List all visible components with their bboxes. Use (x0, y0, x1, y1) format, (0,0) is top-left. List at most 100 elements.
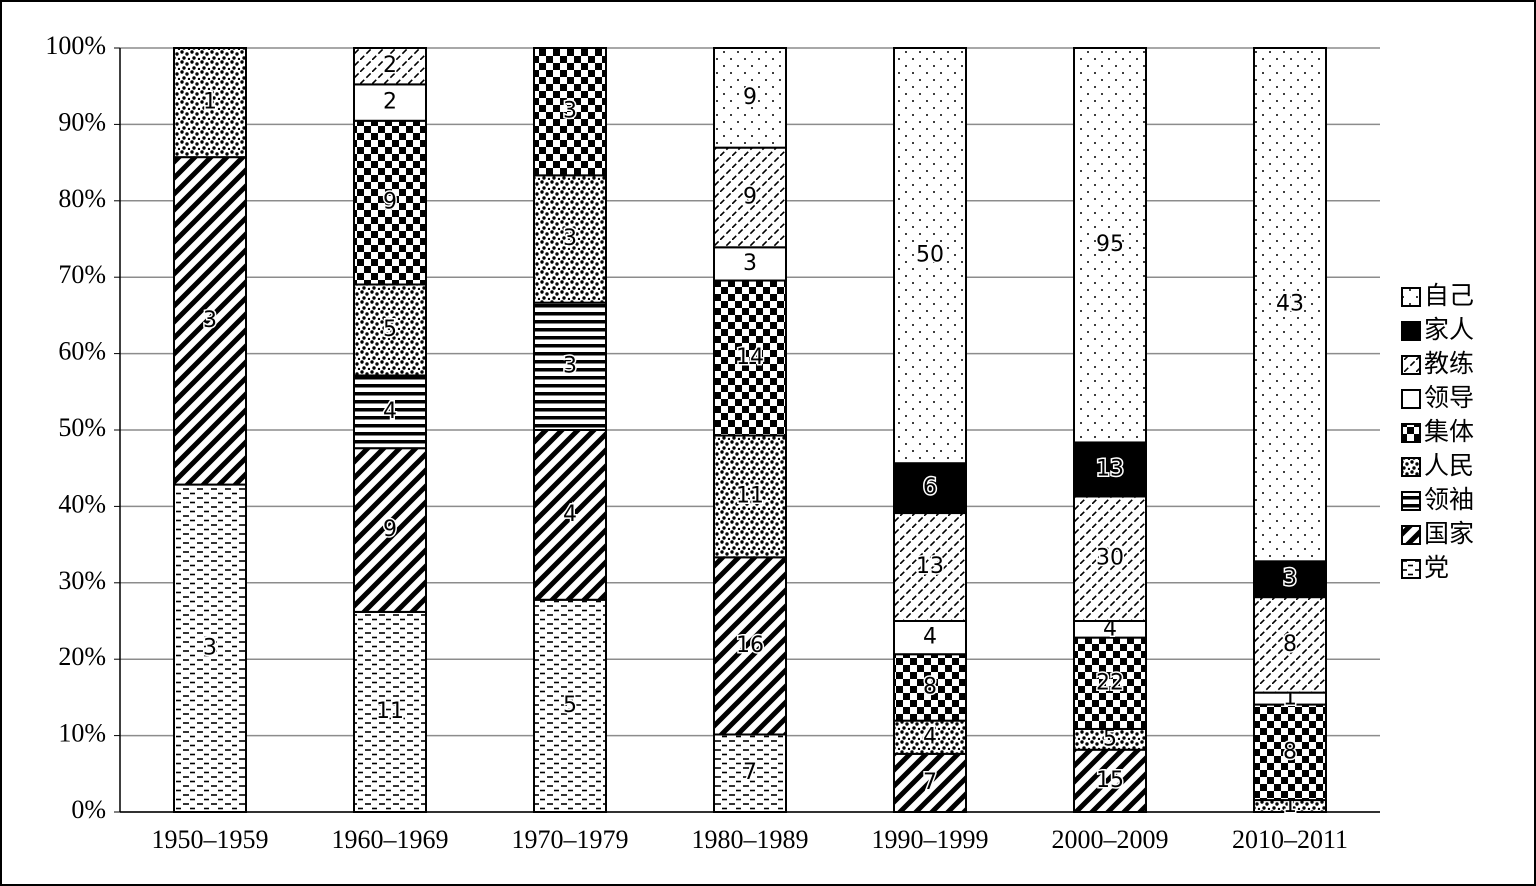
legend-swatch (1401, 559, 1421, 579)
legend-label: 家人 (1424, 315, 1474, 344)
data-label: 4 (923, 724, 937, 749)
data-label: 7 (923, 770, 937, 795)
data-label: 13 (1096, 456, 1124, 481)
bar-segment (353, 447, 427, 613)
bar-segment (893, 47, 967, 465)
bar-segment (713, 246, 787, 282)
data-label: 14 (736, 345, 764, 370)
x-tick-label: 2010–2011 (1232, 825, 1348, 854)
legend-swatch (1401, 423, 1421, 443)
legend-label: 领袖 (1424, 485, 1474, 514)
data-label: 3 (563, 353, 577, 378)
x-tick-label: 1950–1959 (152, 825, 269, 854)
bar-segment (353, 374, 427, 450)
data-label: 15 (1096, 768, 1124, 793)
data-label: 11 (736, 483, 764, 508)
y-tick-label: 100% (45, 31, 106, 60)
bar-segment (713, 146, 787, 249)
data-label: 3 (563, 99, 577, 124)
legend-swatch (1401, 389, 1421, 409)
y-tick-label: 40% (58, 489, 106, 518)
bar-segment (893, 752, 967, 814)
bar-segment (353, 610, 427, 814)
data-label: 4 (563, 502, 577, 527)
legend-swatch (1401, 287, 1421, 307)
x-tick-label: 1960–1969 (332, 825, 449, 854)
y-tick-label: 10% (58, 719, 106, 748)
data-label: 8 (923, 674, 937, 699)
bar-segment (1253, 596, 1327, 694)
y-tick-label: 80% (58, 184, 106, 213)
data-label: 3 (563, 226, 577, 251)
data-label: 13 (916, 554, 944, 579)
data-label: 7 (743, 760, 757, 785)
bar-segment (353, 47, 427, 86)
data-label: 43 (1276, 292, 1304, 317)
y-tick-label: 30% (58, 566, 106, 595)
legend-label: 教练 (1424, 349, 1474, 378)
bar-segment (173, 483, 247, 813)
legend-label: 党 (1424, 553, 1449, 582)
data-label: 5 (1103, 726, 1117, 751)
legend-swatch (1401, 457, 1421, 477)
bar-segment (893, 653, 967, 722)
bar-segment (713, 279, 787, 437)
data-label: 16 (736, 633, 764, 658)
legend-swatch (1401, 321, 1421, 341)
bar-segment (713, 47, 787, 149)
data-label: 4 (923, 625, 937, 650)
legend-label: 集体 (1424, 417, 1474, 446)
data-label: 3 (203, 308, 217, 333)
bar-segment (533, 174, 607, 304)
data-label: 3 (203, 635, 217, 660)
legend-label: 自己 (1424, 281, 1474, 310)
bar-segment (353, 283, 427, 377)
y-tick-label: 60% (58, 337, 106, 366)
data-label: 8 (1283, 632, 1297, 657)
data-label: 11 (376, 699, 404, 724)
data-label: 9 (383, 190, 397, 215)
data-label: 2 (383, 53, 397, 78)
legend-label: 人民 (1424, 451, 1474, 480)
bar-segment (1073, 748, 1147, 814)
bar-segment (1073, 441, 1147, 498)
bar-segment (713, 556, 787, 736)
legend-swatch (1401, 525, 1421, 545)
bar-segment (533, 47, 607, 177)
y-tick-label: 70% (58, 260, 106, 289)
data-label: 1 (203, 90, 217, 115)
y-tick-label: 20% (58, 642, 106, 671)
bar-segment (1073, 47, 1147, 444)
bar-segment (1253, 47, 1327, 563)
x-tick-label: 2000–2009 (1052, 825, 1169, 854)
data-label: 30 (1096, 546, 1124, 571)
x-tick-label: 1980–1989 (692, 825, 809, 854)
bar-segment (173, 47, 247, 159)
bar-segment (893, 719, 967, 755)
data-label: 5 (563, 693, 577, 718)
data-label: 5 (383, 317, 397, 342)
bar-segment (533, 301, 607, 431)
legend-swatch (1401, 355, 1421, 375)
data-label: 22 (1096, 670, 1124, 695)
x-tick-label: 1970–1979 (512, 825, 629, 854)
data-label: 4 (383, 399, 397, 424)
data-label: 3 (1283, 566, 1297, 591)
legend-swatch (1401, 491, 1421, 511)
x-tick-label: 1990–1999 (872, 825, 989, 854)
data-label: 9 (743, 85, 757, 110)
legend-label: 国家 (1424, 519, 1474, 548)
data-label: 95 (1096, 232, 1124, 257)
bar-segment (353, 119, 427, 286)
y-tick-label: 0% (71, 795, 106, 824)
y-tick-label: 50% (58, 413, 106, 442)
bar-segment (713, 733, 787, 813)
data-label: 6 (923, 475, 937, 500)
data-label: 9 (743, 184, 757, 209)
data-label: 3 (743, 251, 757, 276)
data-label: 8 (1283, 739, 1297, 764)
data-label: 50 (916, 243, 944, 268)
legend-label: 领导 (1424, 383, 1474, 412)
